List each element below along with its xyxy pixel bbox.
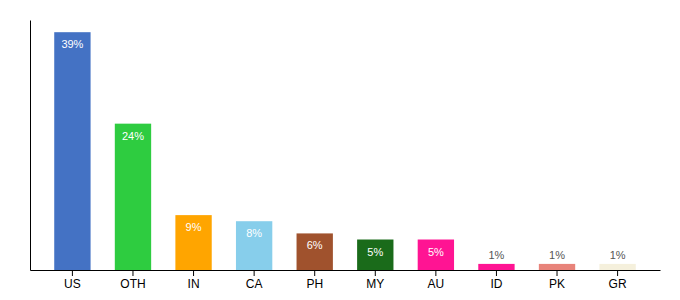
x-tick-mark	[254, 270, 255, 276]
x-tick-label: OTH	[120, 277, 145, 291]
x-tick: IN	[188, 270, 200, 291]
x-tick-mark	[375, 270, 376, 276]
data-label: 24%	[122, 130, 144, 142]
bar	[539, 264, 575, 270]
x-tick-label: PK	[549, 277, 565, 291]
x-tick-label: US	[64, 277, 81, 291]
x-tick: ID	[490, 270, 502, 291]
data-label: 9%	[186, 221, 202, 233]
x-tick-mark	[557, 270, 558, 276]
plot: US OTH IN CA PH MY AU ID PK GR 39% 24% 9% 8% 6% 5% 5% 1% 1…	[31, 21, 661, 291]
data-label: 39%	[61, 38, 83, 50]
x-tick: GR	[609, 270, 627, 291]
bar	[357, 240, 393, 270]
x-tick-mark	[72, 270, 73, 276]
bar	[236, 221, 272, 270]
x-tick-mark	[314, 270, 315, 276]
x-tick-mark	[435, 270, 436, 276]
x-tick: PH	[306, 270, 323, 291]
y-axis	[30, 21, 31, 271]
bar	[175, 215, 211, 270]
chart: US OTH IN CA PH MY AU ID PK GR 39% 24% 9% 8% 6% 5% 5% 1% 1…	[0, 0, 680, 300]
x-tick: OTH	[120, 270, 145, 291]
data-labels: 39% 24% 9% 8% 6% 5% 5% 1% 1% 1%	[61, 38, 625, 261]
x-tick-label: ID	[490, 277, 502, 291]
data-label: 8%	[246, 227, 262, 239]
data-label: 1%	[549, 249, 565, 261]
bars	[54, 32, 636, 270]
x-tick: US	[64, 270, 81, 291]
x-tick: MY	[366, 270, 384, 291]
x-tick-label: PH	[306, 277, 323, 291]
x-axis-line	[31, 270, 661, 271]
data-label: 1%	[610, 249, 626, 261]
data-label: 1%	[488, 249, 504, 261]
bar	[54, 32, 90, 270]
bar	[115, 124, 151, 270]
y-axis-line	[30, 21, 31, 271]
x-tick-mark	[132, 270, 133, 276]
bar	[418, 240, 454, 270]
x-tick: PK	[549, 270, 565, 291]
data-label: 5%	[428, 246, 444, 258]
x-tick: CA	[246, 270, 263, 291]
x-tick-mark	[496, 270, 497, 276]
x-axis: US OTH IN CA PH MY AU ID PK GR	[31, 270, 661, 291]
bar	[599, 264, 635, 270]
x-tick-label: GR	[609, 277, 627, 291]
x-tick-mark	[193, 270, 194, 276]
x-tick: AU	[428, 270, 445, 291]
x-tick-label: AU	[428, 277, 445, 291]
x-tick-mark	[617, 270, 618, 276]
bar	[478, 264, 514, 270]
data-label: 6%	[307, 239, 323, 251]
x-tick-label: IN	[188, 277, 200, 291]
data-label: 5%	[367, 246, 383, 258]
x-tick-label: MY	[366, 277, 384, 291]
bar	[297, 233, 333, 270]
x-tick-label: CA	[246, 277, 263, 291]
